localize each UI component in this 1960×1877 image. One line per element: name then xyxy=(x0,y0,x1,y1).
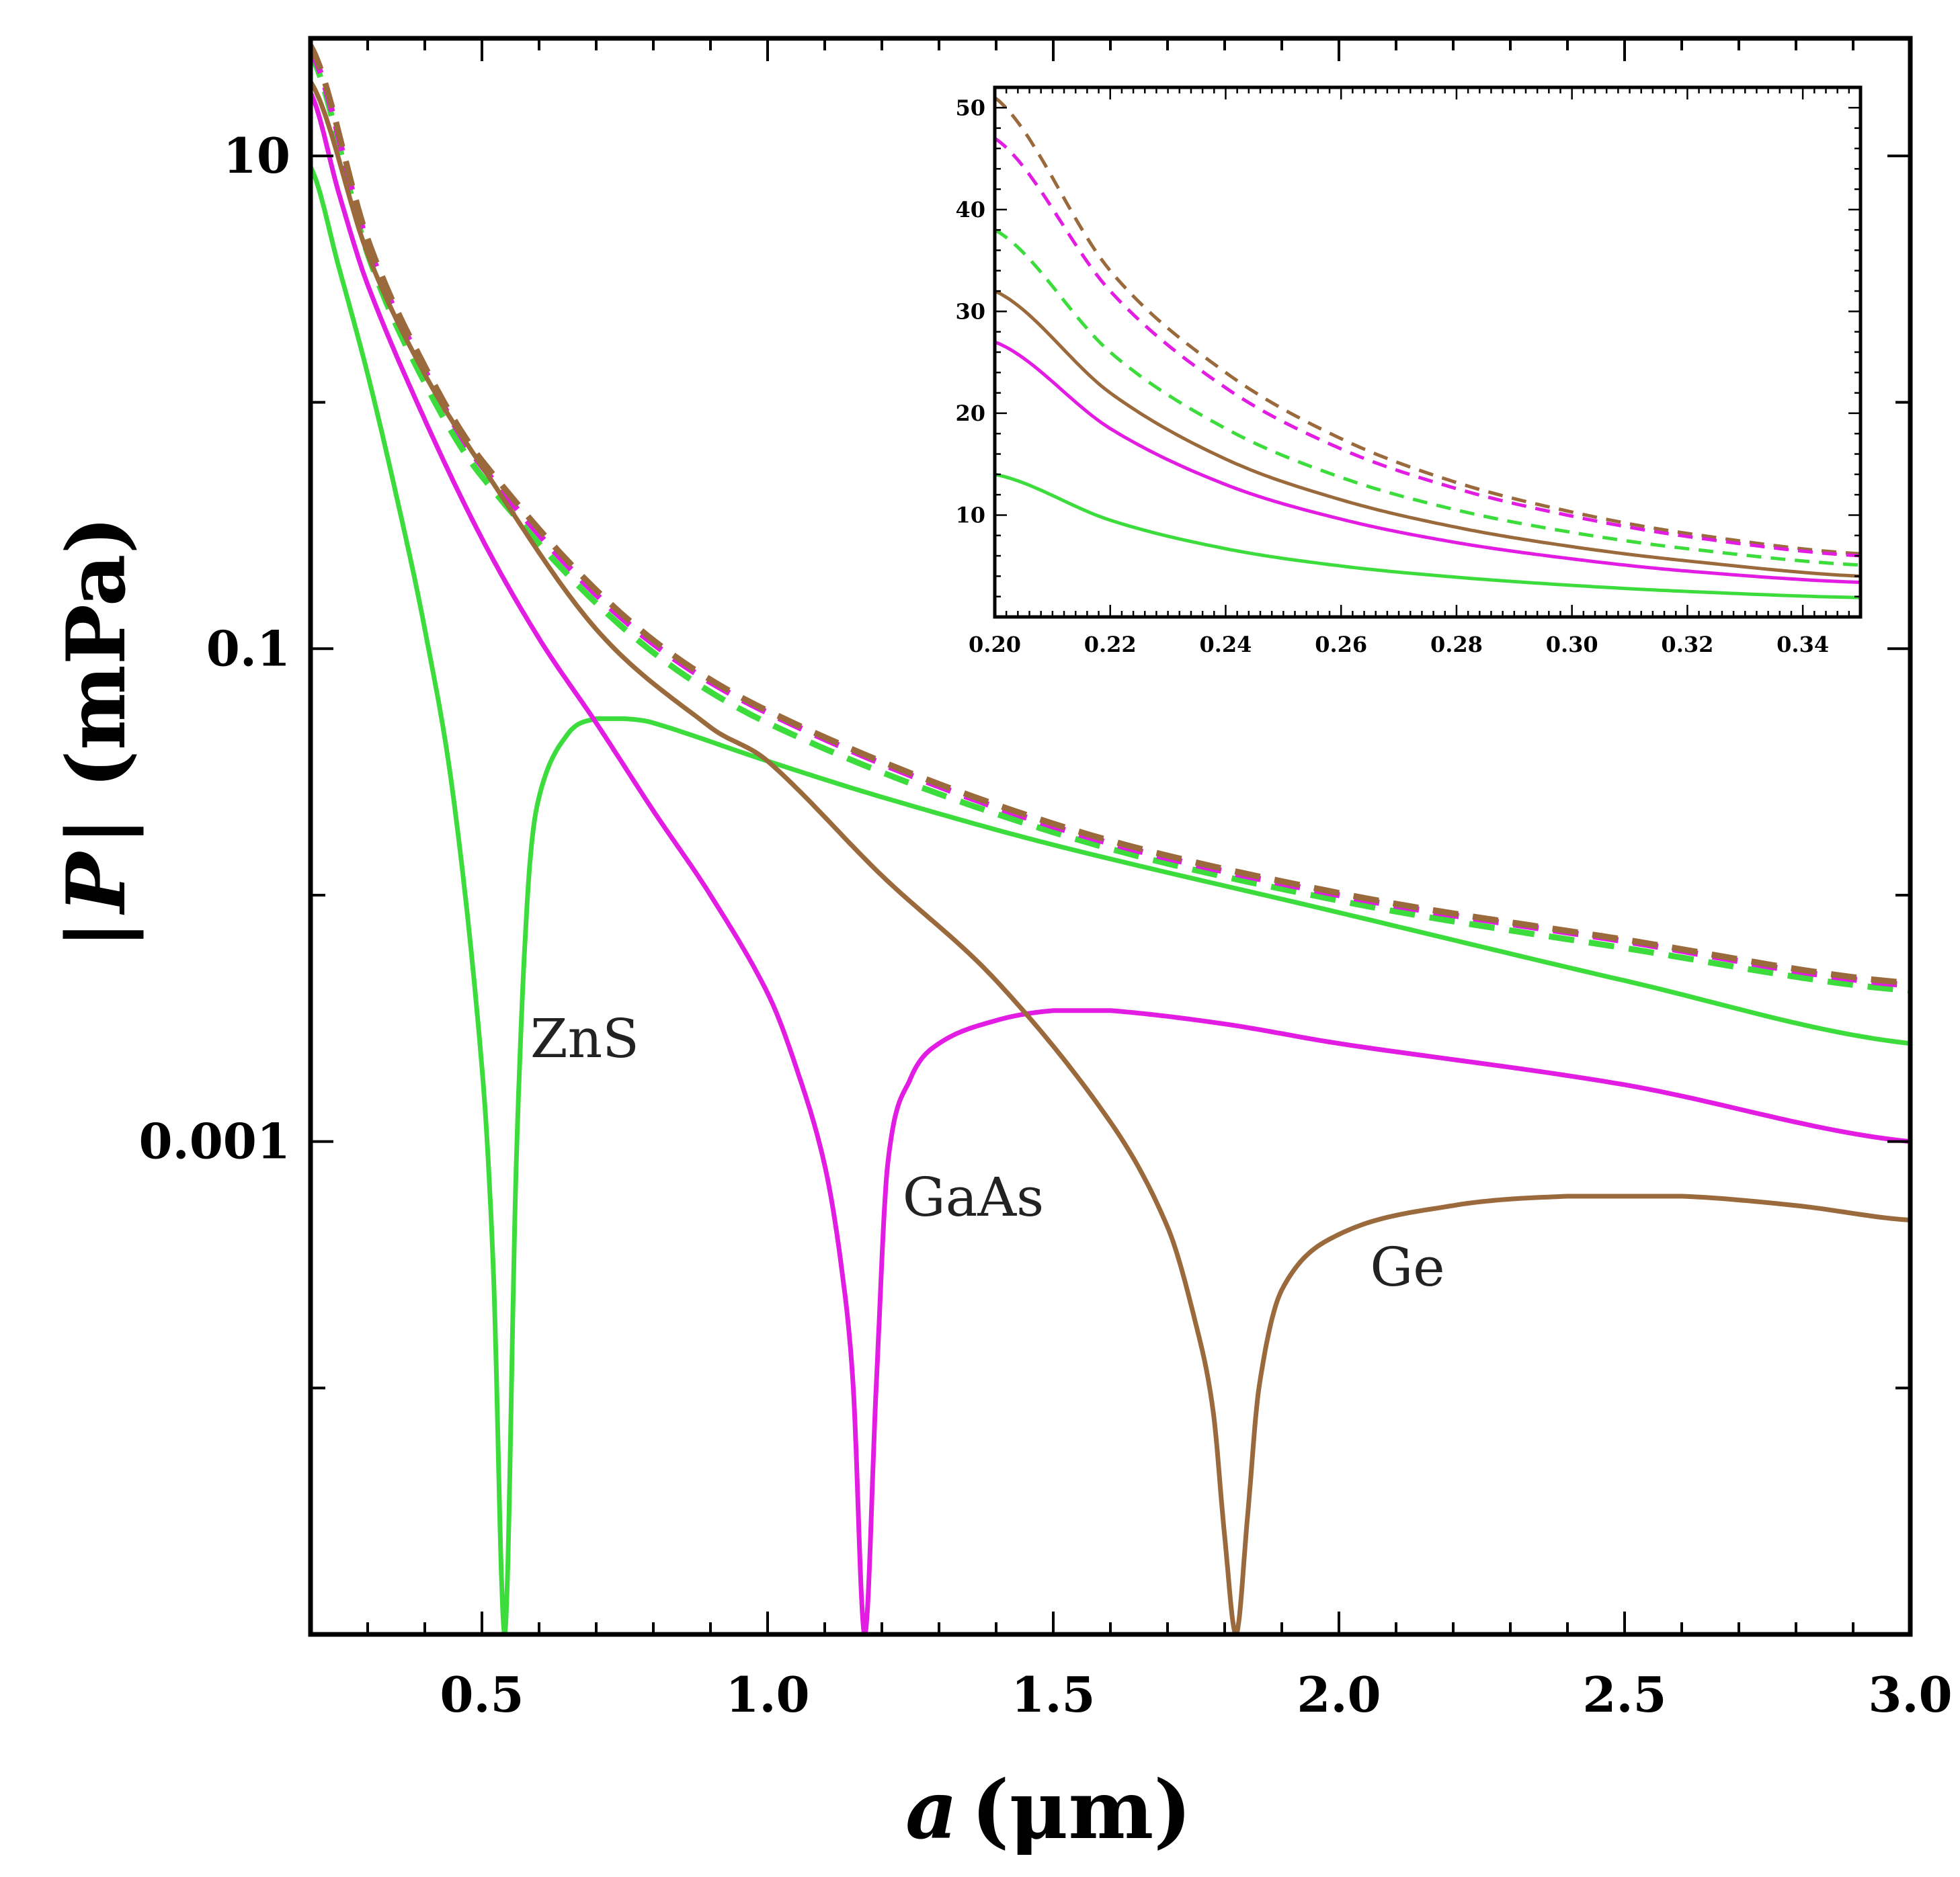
inset-x-tick-label: 0.30 xyxy=(1546,632,1598,657)
inset-series-line-zns-dashed xyxy=(995,228,1861,567)
main-annotations: ZnS GaAs Ge xyxy=(530,1007,1445,1298)
inset-series-line-ge-dashed xyxy=(995,96,1861,556)
inset-ticks: 0.20 0.22 0.24 0.26 0.28 0.30 0.32 0.34 10 20 30 40… xyxy=(955,86,1862,657)
x-axis-label-var: a xyxy=(905,1763,958,1858)
series-line-ge-dashed xyxy=(311,44,1910,987)
y-axis-label-unit: | (mPa) xyxy=(49,516,144,846)
inset-series-line-gaas xyxy=(995,340,1861,584)
x-tick-label: 1.5 xyxy=(1011,1666,1095,1723)
main-ticks: 0.5 1.0 1.5 2.0 2.5 3.0 10 0.1 0.001 xyxy=(139,38,1953,1723)
curve-label-ge: Ge xyxy=(1370,1236,1444,1298)
inset-y-tick-label: 50 xyxy=(955,95,985,120)
inset-series-line-zns xyxy=(995,472,1861,599)
y-tick-label: 0.001 xyxy=(139,1113,290,1170)
inset-x-tick-label: 0.26 xyxy=(1315,632,1367,657)
series-line-zns-dashed xyxy=(311,52,1910,994)
inset-y-tick-label: 10 xyxy=(955,502,985,528)
curve-label-gaas: GaAs xyxy=(903,1166,1044,1228)
x-tick-label: 2.0 xyxy=(1297,1666,1381,1723)
x-tick-label: 3.0 xyxy=(1868,1666,1952,1723)
curve-label-zns: ZnS xyxy=(530,1007,639,1070)
inset-x-tick-label: 0.34 xyxy=(1777,632,1829,657)
series-line-ge xyxy=(311,80,1910,1634)
inset-y-tick-label: 40 xyxy=(955,197,985,222)
inset-series-line-gaas-dashed xyxy=(995,136,1861,558)
y-axis-label: | P| (mPa) xyxy=(49,516,144,950)
x-tick-label: 2.5 xyxy=(1582,1666,1666,1723)
inset-curves xyxy=(995,96,1861,599)
inset-x-tick-label: 0.24 xyxy=(1199,632,1252,657)
y-axis-label-bar: | xyxy=(49,920,144,950)
x-tick-label: 1.0 xyxy=(725,1666,809,1723)
inset-x-tick-label: 0.32 xyxy=(1661,632,1713,657)
x-axis-label-unit: (μm) xyxy=(971,1763,1192,1858)
y-tick-label: 10 xyxy=(223,127,290,184)
x-tick-label: 0.5 xyxy=(440,1666,524,1723)
inset-series-line-ge xyxy=(995,289,1861,578)
x-axis-label: a (μm) xyxy=(905,1763,1192,1858)
series-line-gaas xyxy=(311,91,1910,1634)
y-tick-label: 0.1 xyxy=(206,620,290,677)
inset-x-tick-label: 0.28 xyxy=(1430,632,1483,657)
y-axis-label-var: P xyxy=(49,850,144,915)
inset-y-tick-label: 30 xyxy=(955,298,985,324)
inset-x-tick-label: 0.20 xyxy=(969,632,1021,657)
inset-y-tick-label: 20 xyxy=(955,401,985,426)
inset-x-tick-label: 0.22 xyxy=(1084,632,1137,657)
series-line-zns xyxy=(311,166,1910,1634)
main-curves xyxy=(311,44,1910,1634)
